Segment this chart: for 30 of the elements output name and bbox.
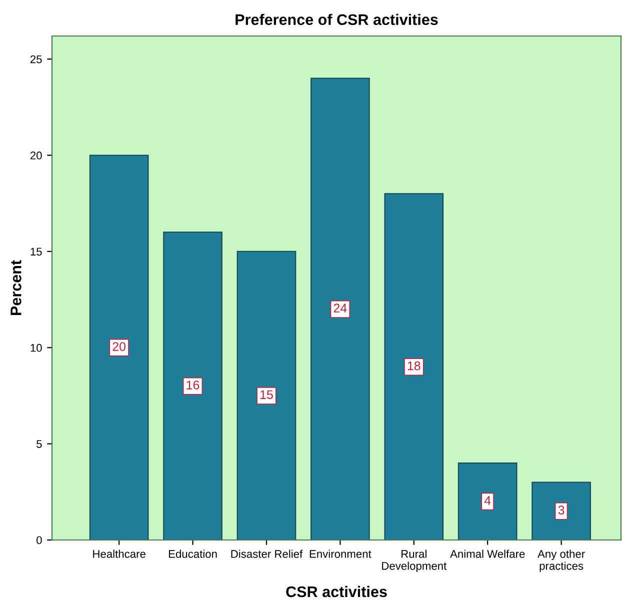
y-tick-label: 25 — [30, 55, 42, 64]
data-label: 4 — [484, 496, 491, 505]
bar — [532, 482, 591, 540]
bar — [89, 154, 149, 540]
data-label: 15 — [260, 390, 273, 400]
y-tick-label: 0 — [36, 536, 42, 544]
y-tick-label: 20 — [30, 152, 42, 160]
chart-title: Preference of CSR activities — [236, 14, 438, 26]
data-label: 20 — [112, 342, 126, 351]
y-tick-label: 15 — [30, 248, 42, 256]
data-label: 16 — [186, 380, 200, 390]
data-label: 18 — [408, 361, 420, 370]
x-tick-label: Healthcare — [93, 550, 146, 558]
bar — [310, 78, 370, 540]
y-axis-title: Percent — [10, 260, 22, 315]
y-tick-label: 10 — [30, 344, 42, 352]
data-label: 24 — [334, 304, 347, 312]
x-tick-label: Disaster Relief — [231, 550, 303, 558]
bar — [458, 462, 518, 540]
x-tick-label: Education — [168, 550, 217, 558]
data-label: 3 — [558, 506, 564, 514]
x-tick-label: Animal Welfare — [450, 550, 525, 558]
bar — [236, 250, 296, 540]
x-tick-label: Rural Development — [382, 550, 447, 572]
bar — [384, 193, 444, 540]
y-tick-label: 5 — [36, 440, 42, 448]
bar — [163, 232, 222, 540]
x-tick-label: Any other practices — [538, 550, 585, 572]
x-tick-label: Environment — [310, 550, 372, 558]
x-axis-title: CSR activities — [286, 586, 387, 598]
